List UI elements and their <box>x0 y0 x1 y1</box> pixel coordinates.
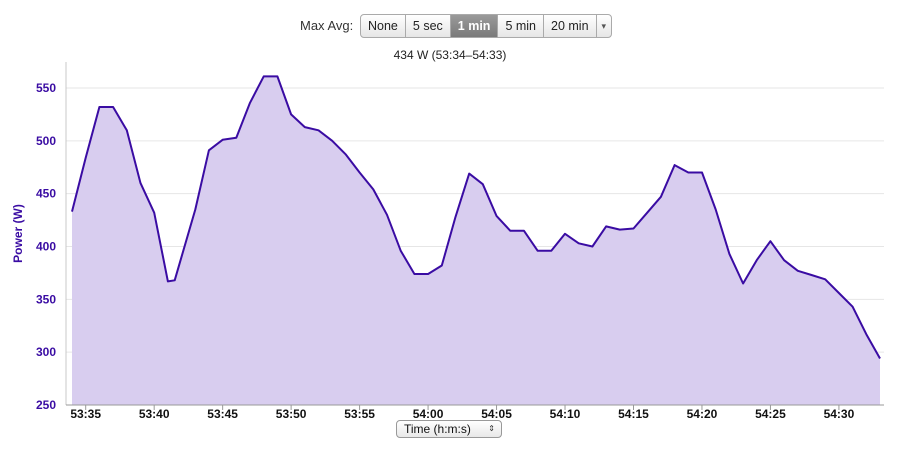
x-axis-select[interactable]: Time (h:m:s) ⇕ <box>396 420 502 438</box>
x-tick-label: 53:45 <box>207 407 238 421</box>
x-tick-label: 54:20 <box>687 407 718 421</box>
x-tick-label: 54:00 <box>413 407 444 421</box>
y-tick-label: 250 <box>36 398 56 412</box>
y-tick-label: 400 <box>36 240 56 254</box>
max-avg-controls: Max Avg: None 5 sec 1 min 5 min 20 min ▾ <box>0 14 900 38</box>
max-avg-label: Max Avg: <box>300 18 354 33</box>
x-tick-label: 54:25 <box>755 407 786 421</box>
y-tick-label: 350 <box>36 292 56 306</box>
max-avg-button-group: None 5 sec 1 min 5 min 20 min ▾ <box>360 14 613 38</box>
x-tick-label: 54:30 <box>824 407 855 421</box>
x-axis-select-label: Time (h:m:s) <box>404 422 471 436</box>
select-arrows-icon: ⇕ <box>488 424 495 433</box>
y-tick-label: 500 <box>36 134 56 148</box>
y-tick-label: 300 <box>36 345 56 359</box>
avg-none-button[interactable]: None <box>361 15 406 37</box>
y-axis-title: Power (W) <box>11 204 25 263</box>
avg-1min-button[interactable]: 1 min <box>450 15 499 37</box>
x-tick-label: 53:50 <box>276 407 307 421</box>
x-tick-label: 54:15 <box>618 407 649 421</box>
avg-5sec-button[interactable]: 5 sec <box>406 15 451 37</box>
x-tick-label: 54:10 <box>550 407 581 421</box>
avg-more-dropdown[interactable]: ▾ <box>601 21 607 31</box>
x-tick-label: 53:40 <box>139 407 170 421</box>
y-tick-label: 550 <box>36 81 56 95</box>
y-tick-label: 450 <box>36 187 56 201</box>
chart-subtitle: 434 W (53:34–54:33) <box>393 48 507 62</box>
x-tick-label: 54:05 <box>481 407 512 421</box>
series-line <box>71 75 881 359</box>
x-tick-label: 53:35 <box>70 407 101 421</box>
avg-5min-button[interactable]: 5 min <box>498 15 545 37</box>
x-tick-label: 53:55 <box>344 407 375 421</box>
area-fill <box>72 76 880 406</box>
avg-20min-button[interactable]: 20 min <box>544 15 597 37</box>
